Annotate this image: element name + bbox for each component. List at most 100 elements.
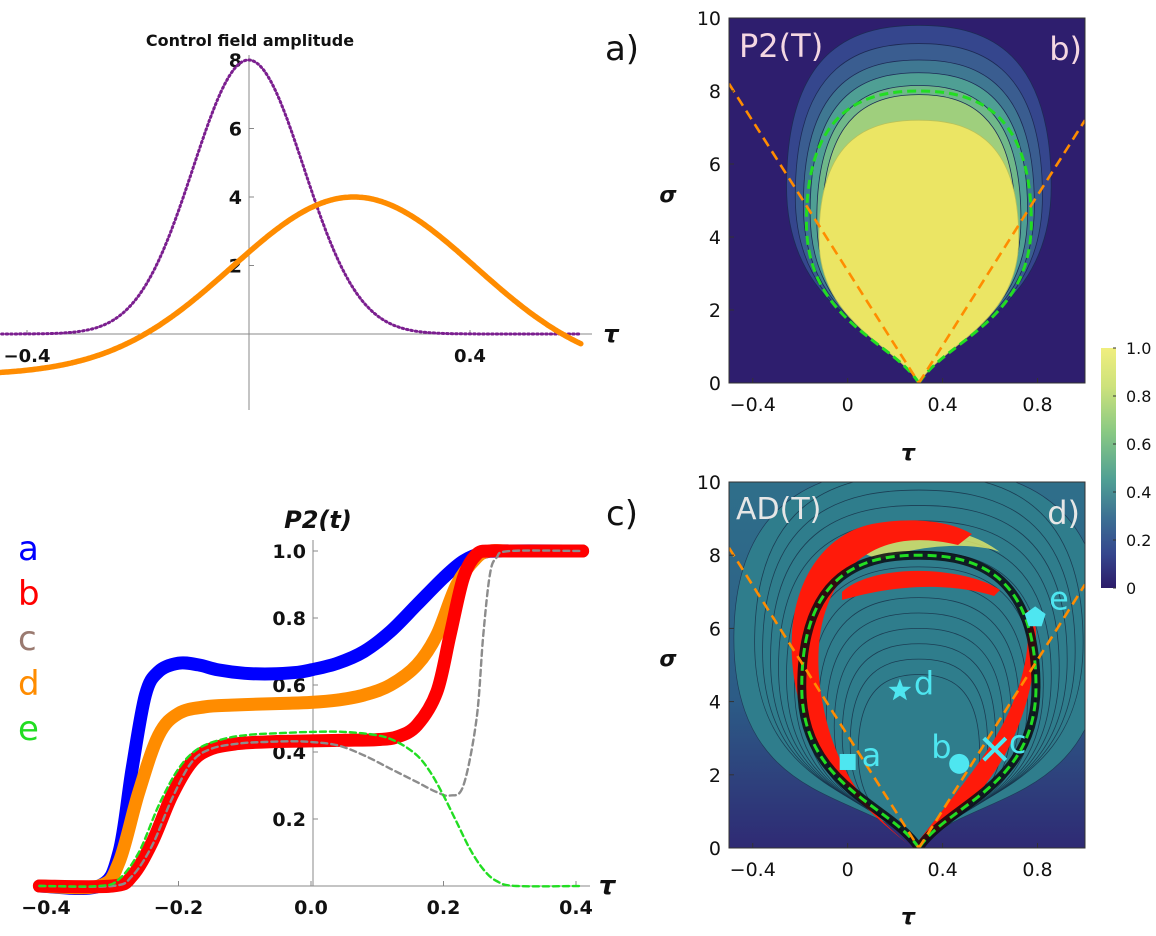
panel-d: −0.4 0 0.4 0.8 0 2 4 6 8 10 AD(T) d) a b c d e τ σ [659,472,1086,930]
panel-a-x-tick-label: −0.4 [4,346,51,367]
panel-b-y-tick-label: 2 [709,300,721,322]
panel-d-y-tick-label: 0 [709,838,721,860]
panel-c-title: P2(t) [284,506,352,534]
panel-d-y-label: σ [659,647,677,672]
panel-b-y-tick-label: 8 [709,81,721,103]
panel-c-label: c) [606,494,638,534]
panel-c-x-label: τ [599,871,617,901]
colorbar-gradient [1101,348,1116,588]
panel-c-y-tick-label: 0.6 [272,675,306,697]
panel-a-label: a) [605,29,639,69]
panel-d-red-right [913,610,1036,848]
panel-c-x-tick-label: 0.0 [294,897,328,919]
panel-b-x-tick-label: 0.8 [1022,394,1052,416]
panel-d-contour-line [801,566,1036,848]
panel-d-label: d) [1047,494,1080,532]
panel-d-x-tick-label: −0.4 [730,859,776,881]
legend-entry-b: b [18,574,40,614]
panel-d-title: AD(T) [736,492,821,527]
panel-d-y-tick-label: 4 [709,692,721,714]
marker-c [982,736,1008,762]
panel-d-y-tick-label: 2 [709,765,721,787]
panel-b-y-label: σ [659,183,677,208]
panel-b-label: b) [1049,30,1082,68]
colorbar-tick-label: 0.8 [1126,387,1151,406]
panel-c-series-c [38,549,584,888]
colorbar-tick-label: 0.6 [1126,435,1151,454]
marker-b [949,753,970,774]
panel-b-y-tick-label: 4 [709,227,721,249]
panel-b-y-tick-label: 0 [709,373,721,395]
panel-b-y-tick-label: 10 [697,8,721,30]
panel-b: −0.4 0 0.4 0.8 0 2 4 6 8 10 P2(T) b) τ σ [659,8,1086,466]
panel-c-series [32,544,590,895]
panel-d-x-tick-label: 0.8 [1022,859,1052,881]
panel-d-x-tick-label: 0 [842,859,854,881]
panel-c: c) P2(t) −0.4 −0.2 0.0 0.2 0.40.20.40.60.81.… [18,494,638,919]
panel-c-x-tick-label: −0.4 [21,897,71,919]
colorbar-ticks: 1.0 0.8 0.6 0.4 0.2 0 [1113,339,1151,598]
panel-d-x-label: τ [901,905,916,930]
panel-c-x-tick-label: −0.2 [154,897,204,919]
panel-b-title: P2(T) [739,27,823,65]
panel-c-ticks: −0.4 −0.2 0.0 0.2 0.40.20.40.60.81.0 [21,541,593,919]
panel-c-series-b [32,544,590,894]
marker-label-e: e [1049,579,1069,617]
panel-c-series-d [32,544,590,895]
panel-a-series-0 [0,58,583,336]
panel-a-x-tick-label: 0.4 [454,346,486,367]
panel-d-x-tick-label: 0.4 [927,859,957,881]
panel-d-orange-dashed-line [917,583,1085,848]
panel-c-y-tick-label: 0.8 [272,608,306,630]
panel-a-y-tick-label: 4 [229,187,242,209]
marker-d [888,678,912,701]
colorbar-tick-label: 0.4 [1126,483,1151,502]
panel-b-yellow-region [818,119,1020,383]
panel-a-title: Control field amplitude [146,31,354,50]
colorbar-tick-label: 0.2 [1126,531,1151,550]
panel-c-series-e [38,730,584,888]
legend-entry-d: d [18,664,40,704]
panel-b-map [729,24,1085,383]
panel-c-x-tick-label: 0.4 [559,897,593,919]
panel-d-map [729,482,1085,848]
panel-a-y-tick-label: 6 [229,119,242,141]
panel-b-green-dashed-contour [804,89,1033,383]
panel-b-orange-dashed-line [917,119,1085,383]
panel-a-series-1 [0,194,584,376]
panel-b-title-text: P2(T) [739,27,823,65]
colorbar-tick-label: 1.0 [1126,339,1151,358]
panel-a-x-label: τ [603,320,620,348]
marker-label-c: c [1009,723,1027,761]
panel-c-y-tick-label: 0.2 [272,809,306,831]
panel-c-x-tick-label: 0.2 [427,897,461,919]
panel-a-series [0,58,584,376]
panel-d-contour-line [762,489,1076,848]
panel-d-markers: a b c d e [839,579,1069,774]
legend-entry-c: c [18,619,37,659]
panel-d-contour-line [754,482,1084,848]
colorbar: 1.0 0.8 0.6 0.4 0.2 0 [1101,339,1151,598]
colorbar-tick-label: 0 [1126,579,1136,598]
panel-d-red-inner [842,570,1000,600]
marker-label-a: a [862,736,882,774]
panel-b-x-tick-label: 0.4 [927,394,957,416]
panel-c-y-tick-label: 1.0 [272,541,306,563]
panel-c-series-a [32,544,590,895]
legend-entry-a: a [18,529,39,569]
marker-label-d: d [914,665,934,703]
legend-entry-e: e [18,709,39,749]
marker-a [839,753,856,770]
panel-d-green-dashed-contour [800,553,1038,848]
panel-d-red-outer [791,520,972,848]
panel-d-y-tick-label: 6 [709,618,721,640]
panel-b-frame [728,17,1086,384]
panel-d-ticks: −0.4 0 0.4 0.8 0 2 4 6 8 10 [697,472,1053,881]
panel-b-orange-dashed-line [729,83,920,383]
panel-d-y-tick-label: 10 [697,472,721,494]
panel-b-y-tick-label: 6 [709,154,721,176]
